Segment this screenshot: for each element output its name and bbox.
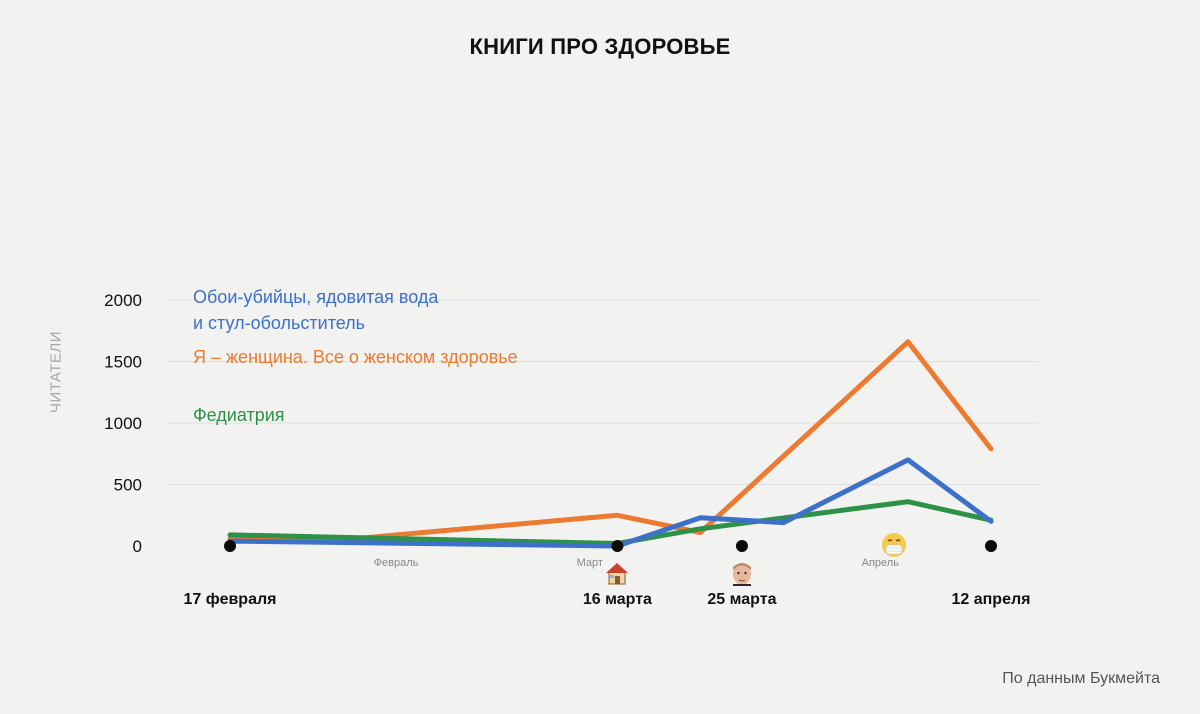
event-date-label: 25 марта — [707, 591, 776, 608]
series-line-3 — [227, 457, 994, 549]
month-tick-labels: Февраль Март Апрель — [374, 557, 900, 569]
event-dot — [985, 540, 997, 552]
series-line-1 — [227, 339, 994, 544]
event-date-label: 12 апреля — [952, 591, 1031, 608]
series-line-2 — [227, 499, 994, 546]
legend-entry: Обои-убийцы, ядовитая вода и стул-обольс… — [193, 287, 439, 333]
legend-entry: Я – женщина. Все о женском здоровье — [193, 347, 518, 367]
event-date-label: 16 марта — [583, 591, 652, 608]
y-tick-label: 500 — [114, 476, 142, 495]
event-date-label: 17 февраля — [184, 591, 277, 608]
month-tick-label: Февраль — [374, 557, 419, 569]
y-tick-label: 1000 — [104, 414, 142, 433]
grid-layer — [168, 299, 1038, 485]
chart-title: КНИГИ ПРО ЗДОРОВЬЕ — [469, 34, 731, 59]
series-lines — [227, 339, 994, 549]
month-tick-label: Март — [577, 557, 603, 569]
y-tick-label: 0 — [133, 537, 142, 556]
event-dot — [735, 540, 748, 552]
face-with-mask-icon — [882, 533, 907, 557]
event-dot — [224, 540, 236, 552]
y-tick-label: 1500 — [104, 353, 142, 372]
y-tick-labels: 0 500 1000 1500 2000 — [104, 291, 142, 556]
house-icon — [606, 563, 629, 585]
data-source-note: По данным Букмейта — [1002, 670, 1160, 687]
event-dot — [611, 540, 624, 552]
y-tick-label: 2000 — [104, 291, 142, 310]
event-markers: 17 февраля 16 марта 25 марта 12 апреля — [184, 540, 1031, 608]
legend-entry: Федиатрия — [193, 405, 285, 425]
person-face-icon — [732, 563, 751, 586]
month-tick-label: Апрель — [862, 557, 900, 569]
